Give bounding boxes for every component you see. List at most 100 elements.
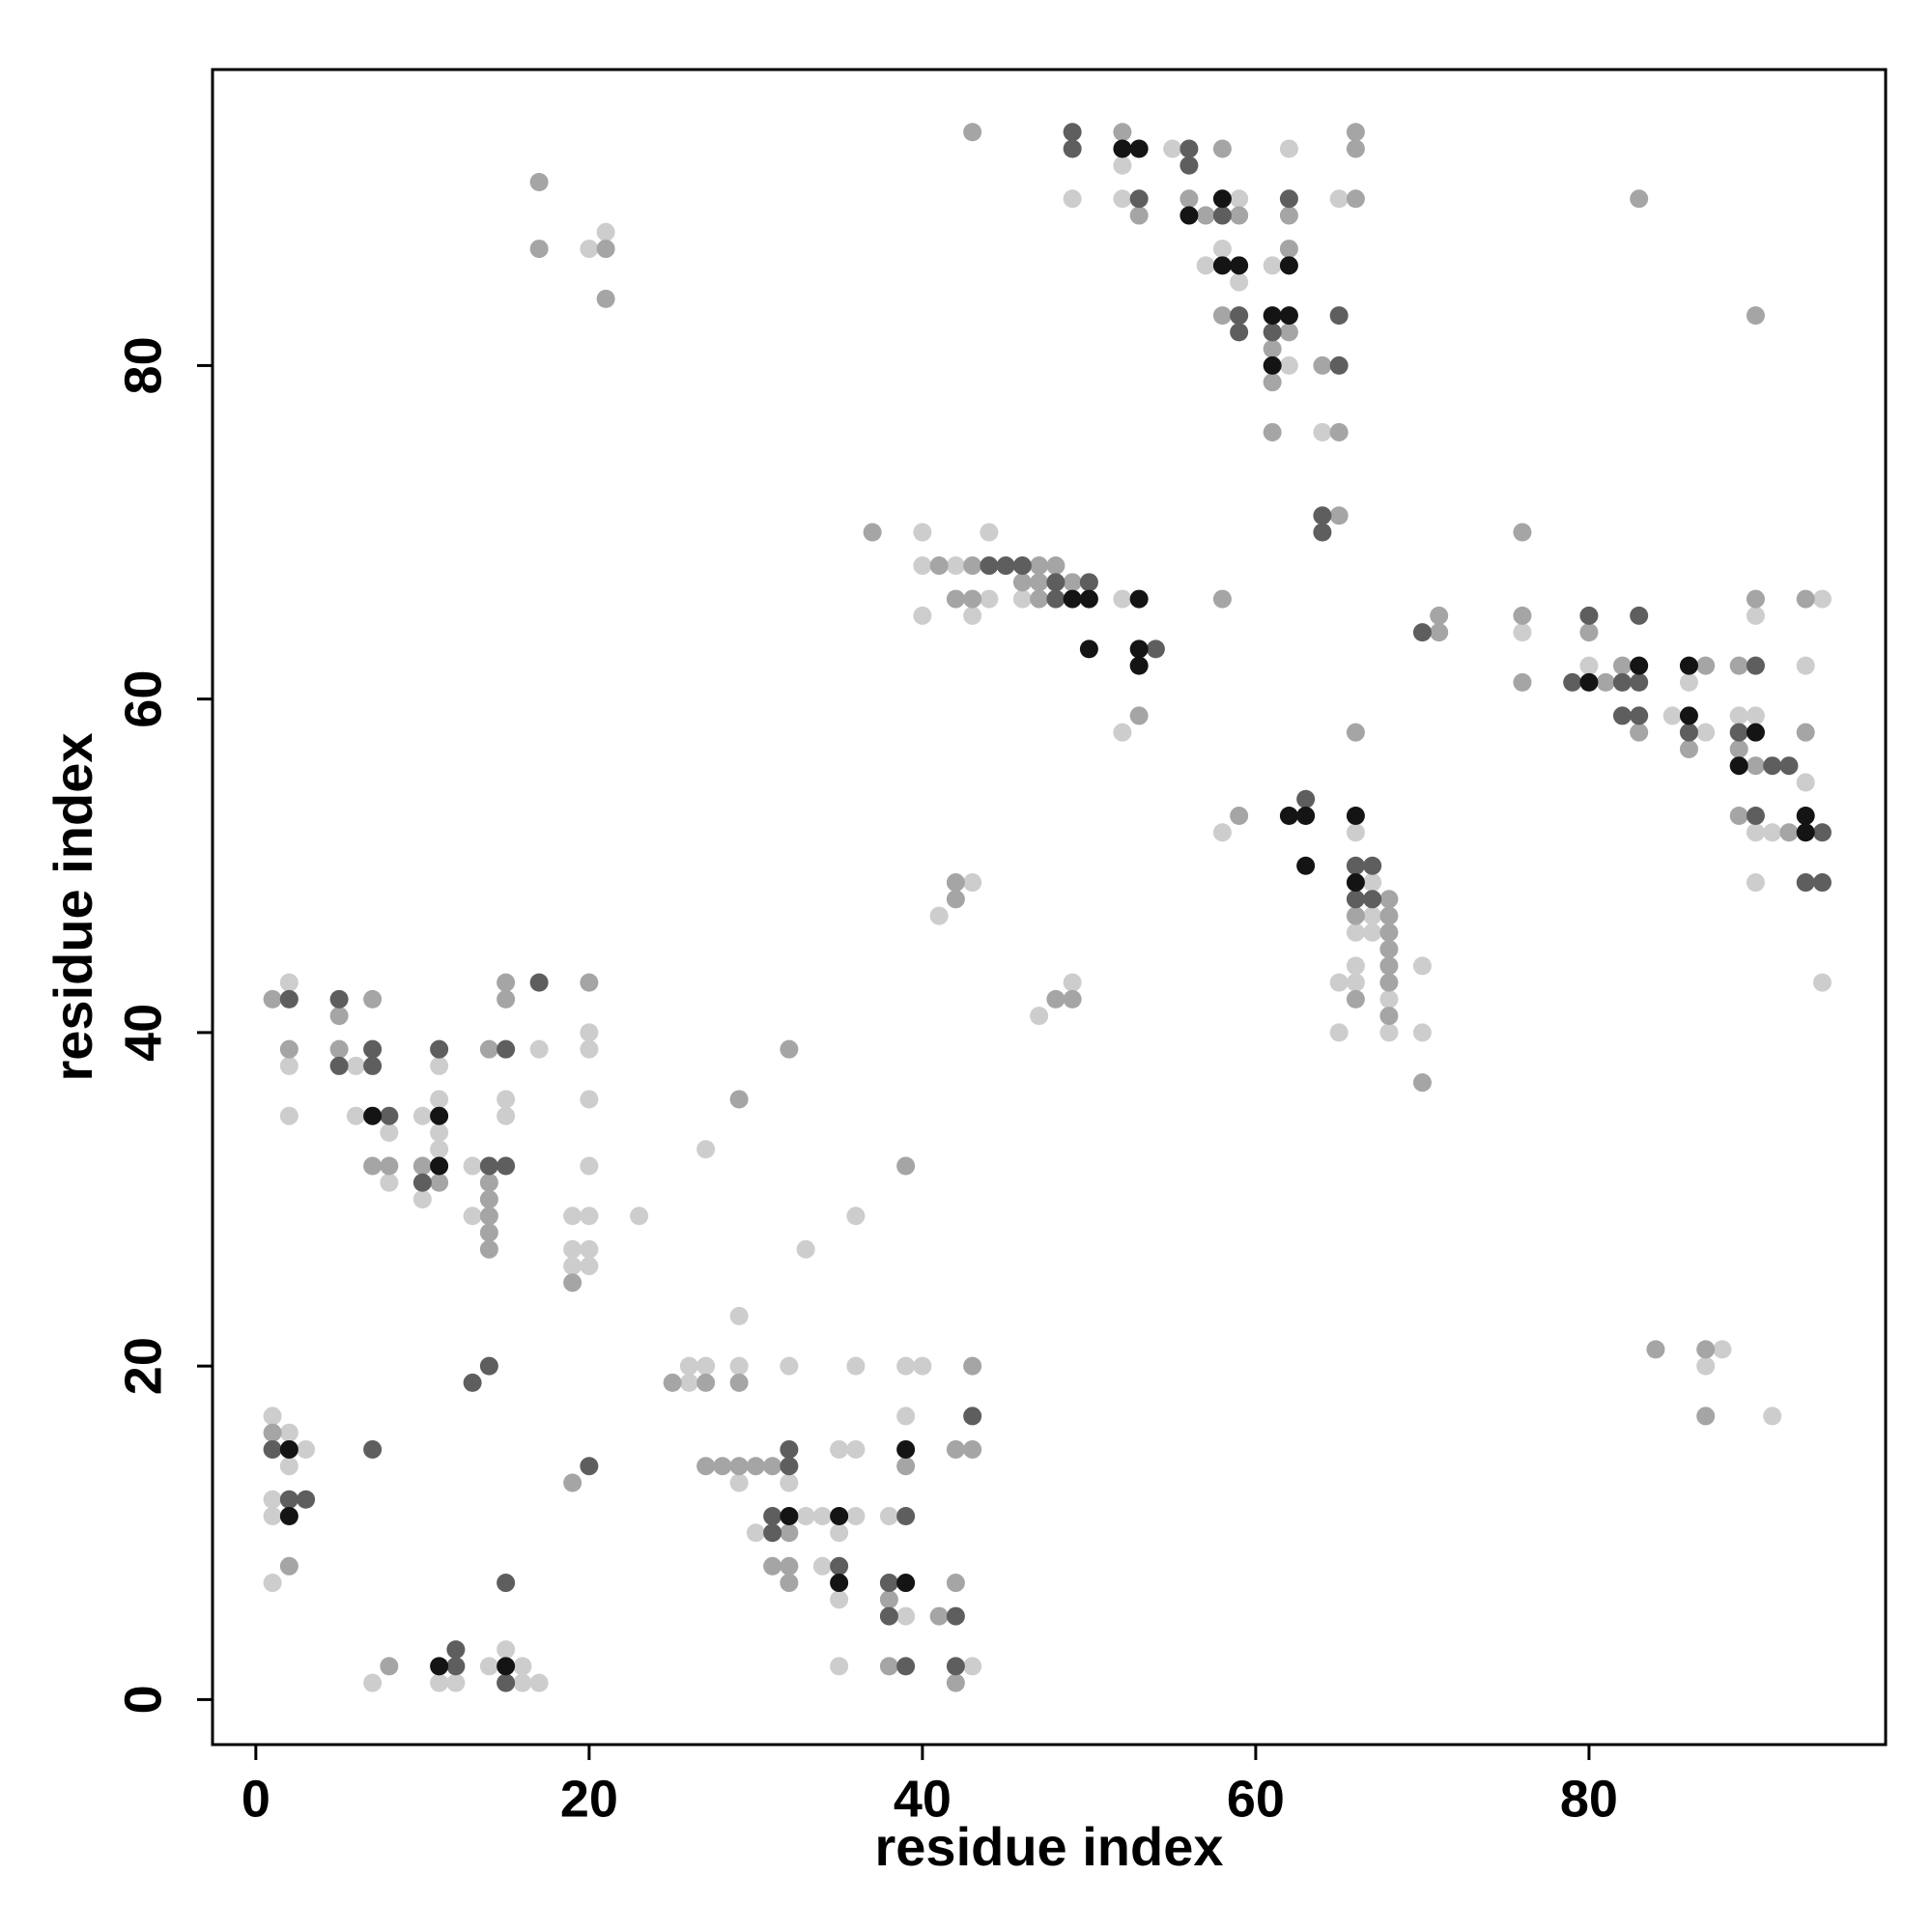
- point: [780, 1356, 799, 1376]
- point: [430, 1056, 449, 1075]
- point: [563, 1273, 582, 1293]
- point: [1263, 306, 1282, 326]
- point: [1212, 206, 1232, 225]
- point: [1679, 672, 1698, 692]
- point: [1796, 773, 1815, 792]
- point: [1729, 756, 1748, 776]
- point: [329, 1007, 349, 1026]
- point: [263, 1490, 282, 1509]
- point: [1329, 973, 1349, 992]
- point: [1729, 706, 1748, 725]
- point: [430, 1122, 449, 1142]
- point: [263, 1507, 282, 1526]
- point: [1129, 589, 1149, 609]
- point: [279, 1106, 298, 1125]
- point: [1212, 823, 1232, 842]
- point: [879, 1657, 898, 1676]
- point: [1746, 873, 1765, 893]
- point: [1746, 656, 1765, 675]
- point: [879, 1574, 898, 1593]
- point: [679, 1356, 698, 1376]
- point: [963, 556, 982, 576]
- point: [1279, 355, 1298, 375]
- point: [1012, 573, 1032, 592]
- point: [1363, 890, 1382, 909]
- point: [329, 1056, 349, 1075]
- point: [1729, 723, 1748, 742]
- x-tick-label: 60: [1227, 1770, 1285, 1828]
- point: [946, 873, 965, 893]
- point: [1079, 639, 1098, 659]
- point: [1746, 823, 1765, 842]
- point: [1129, 139, 1149, 158]
- point: [1230, 272, 1249, 292]
- point: [1612, 656, 1632, 675]
- point: [1046, 989, 1065, 1009]
- point: [297, 1439, 316, 1459]
- point: [1679, 739, 1698, 758]
- point: [1812, 873, 1832, 893]
- point: [1346, 989, 1365, 1009]
- point: [412, 1190, 432, 1209]
- point: [729, 1306, 749, 1325]
- point: [1713, 1340, 1732, 1359]
- point: [430, 1106, 449, 1125]
- point: [1630, 189, 1649, 209]
- point: [380, 1173, 399, 1192]
- point: [729, 1457, 749, 1476]
- point: [1412, 623, 1432, 642]
- point: [1579, 656, 1599, 675]
- point: [963, 589, 982, 609]
- point: [1513, 623, 1532, 642]
- point: [563, 1239, 582, 1259]
- point: [1263, 355, 1282, 375]
- point: [763, 1457, 782, 1476]
- point: [780, 1439, 799, 1459]
- point: [1129, 206, 1149, 225]
- point: [263, 1574, 282, 1593]
- point: [563, 1473, 582, 1492]
- point: [980, 556, 999, 576]
- point: [879, 1507, 898, 1526]
- point: [596, 289, 615, 308]
- point: [329, 989, 349, 1009]
- x-tick-label: 80: [1560, 1770, 1618, 1828]
- point: [479, 1173, 498, 1192]
- point: [1346, 923, 1365, 942]
- point: [913, 523, 932, 542]
- point: [1379, 1023, 1399, 1042]
- point: [830, 1507, 849, 1526]
- point: [1279, 189, 1298, 209]
- point: [1662, 706, 1682, 725]
- point: [1412, 1073, 1432, 1093]
- y-tick-label: 80: [114, 336, 172, 394]
- y-tick-label: 40: [114, 1004, 172, 1062]
- point: [1212, 589, 1232, 609]
- point: [596, 240, 615, 259]
- point: [830, 1439, 849, 1459]
- point: [1346, 139, 1365, 158]
- point: [1379, 956, 1399, 976]
- point: [1079, 573, 1098, 592]
- point: [946, 890, 965, 909]
- point: [497, 1673, 516, 1692]
- point: [479, 1190, 498, 1209]
- point: [846, 1439, 866, 1459]
- point: [1696, 656, 1716, 675]
- point: [1612, 672, 1632, 692]
- point: [963, 1657, 982, 1676]
- y-tick-label: 0: [114, 1685, 172, 1714]
- point: [946, 1439, 965, 1459]
- point: [1812, 823, 1832, 842]
- point: [279, 989, 298, 1009]
- point: [497, 1640, 516, 1660]
- point: [1329, 306, 1349, 326]
- point: [479, 1657, 498, 1676]
- point: [1113, 189, 1132, 209]
- point: [497, 973, 516, 992]
- point: [1796, 873, 1815, 893]
- point: [1263, 339, 1282, 358]
- point: [1030, 589, 1049, 609]
- point: [1796, 823, 1815, 842]
